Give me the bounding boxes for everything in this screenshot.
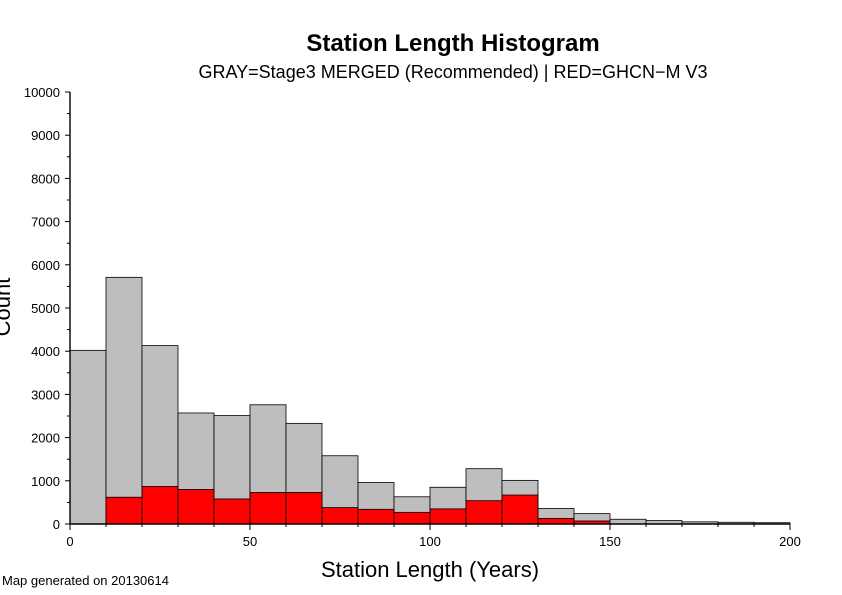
gray-bar <box>105 276 143 525</box>
x-tick-label: 50 <box>243 534 257 549</box>
red-bar <box>213 498 251 525</box>
red-bar <box>141 486 179 525</box>
y-tick-label: 2000 <box>31 431 60 446</box>
red-bar <box>465 500 503 525</box>
y-tick-label: 1000 <box>31 474 60 489</box>
x-tick-label: 150 <box>599 534 621 549</box>
red-bar <box>501 494 539 525</box>
y-axis-label: Count <box>0 278 15 337</box>
x-axis-ticks: 0 50 100 150 200 <box>66 524 801 549</box>
footer-note: Map generated on 20130614 <box>2 573 169 588</box>
red-bar <box>249 492 287 525</box>
y-tick-label: 4000 <box>31 344 60 359</box>
chart-subtitle: GRAY=Stage3 MERGED (Recommended) | RED=G… <box>198 62 707 82</box>
x-tick-label: 0 <box>66 534 73 549</box>
y-tick-label: 8000 <box>31 171 60 186</box>
x-tick-label: 200 <box>779 534 801 549</box>
x-tick-label: 100 <box>419 534 441 549</box>
y-tick-label: 9000 <box>31 128 60 143</box>
y-axis-ticks: 0 1000 2000 3000 4000 5000 6000 7000 8000 9000 100… <box>24 85 70 532</box>
red-bar <box>429 508 467 525</box>
y-tick-label: 0 <box>53 517 60 532</box>
chart-title: Station Length Histogram <box>306 30 599 57</box>
x-axis-label: Station Length (Years) <box>321 557 539 582</box>
y-tick-label: 7000 <box>31 215 60 230</box>
red-bar <box>537 517 575 525</box>
red-bar <box>321 507 359 525</box>
red-bar <box>285 492 323 525</box>
gray-bar <box>609 518 647 525</box>
red-bar <box>393 511 431 525</box>
red-bar <box>177 489 215 525</box>
y-tick-label: 5000 <box>31 301 60 316</box>
y-tick-label: 10000 <box>24 85 60 100</box>
red-bar <box>105 496 143 525</box>
y-tick-label: 6000 <box>31 258 60 273</box>
gray-bar <box>69 349 107 525</box>
red-bar <box>357 508 395 525</box>
red-series-bars <box>105 486 611 525</box>
y-tick-label: 3000 <box>31 387 60 402</box>
